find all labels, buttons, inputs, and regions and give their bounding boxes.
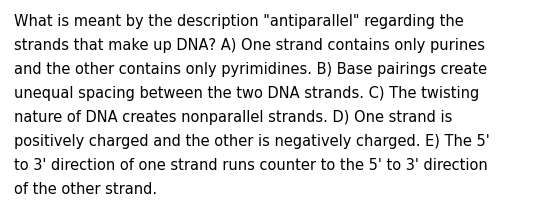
Text: What is meant by the description "antiparallel" regarding the: What is meant by the description "antipa…: [14, 14, 464, 29]
Text: of the other strand.: of the other strand.: [14, 182, 157, 197]
Text: nature of DNA creates nonparallel strands. D) One strand is: nature of DNA creates nonparallel strand…: [14, 110, 453, 125]
Text: to 3' direction of one strand runs counter to the 5' to 3' direction: to 3' direction of one strand runs count…: [14, 158, 488, 173]
Text: positively charged and the other is negatively charged. E) The 5': positively charged and the other is nega…: [14, 134, 490, 149]
Text: unequal spacing between the two DNA strands. C) The twisting: unequal spacing between the two DNA stra…: [14, 86, 479, 101]
Text: and the other contains only pyrimidines. B) Base pairings create: and the other contains only pyrimidines.…: [14, 62, 487, 77]
Text: strands that make up DNA? A) One strand contains only purines: strands that make up DNA? A) One strand …: [14, 38, 485, 53]
